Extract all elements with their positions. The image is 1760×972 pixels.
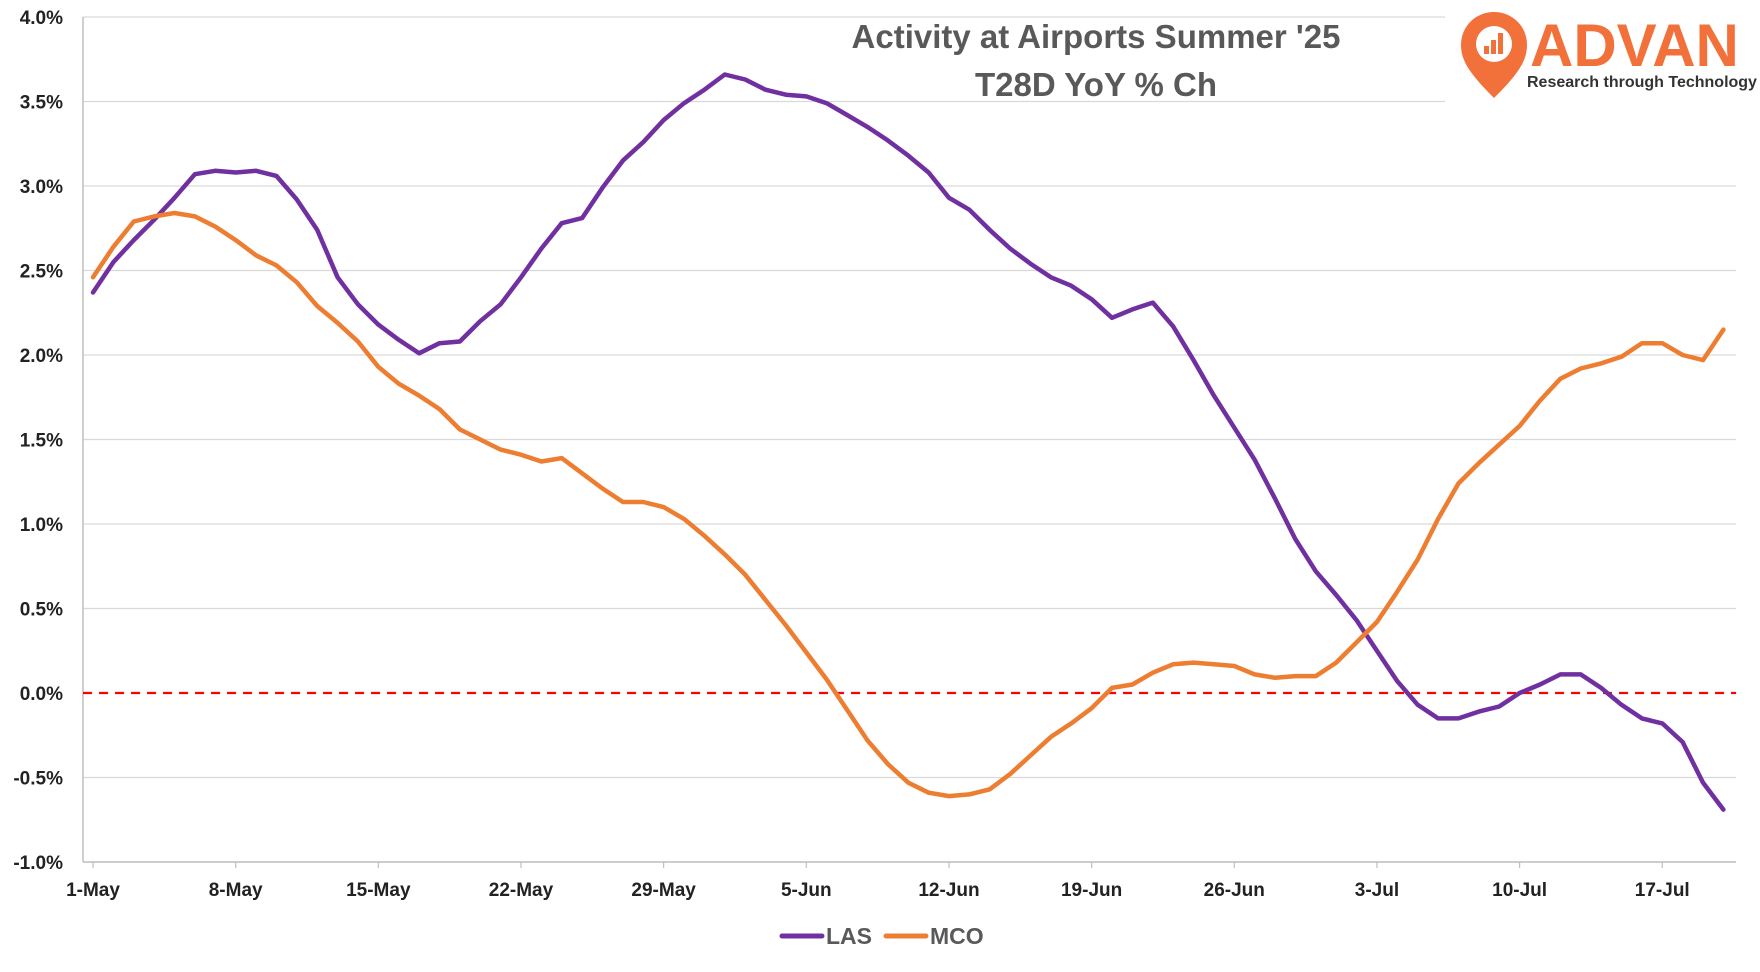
y-tick-label: 0.0% — [20, 684, 63, 705]
advan-logo: ADVAN Research through Technology — [1461, 12, 1757, 98]
series-line-mco — [90, 210, 1726, 799]
x-tick-label: 26-Jun — [1204, 880, 1265, 901]
y-axis-tick-labels: 4.0% 3.5% 3.0% 2.5% 2.0% 1.5% 1.0% 0.5% 0.0% -0.5… — [13, 8, 63, 874]
y-tick-label: 2.5% — [20, 262, 63, 283]
y-tick-label: 3.5% — [20, 93, 63, 114]
legend-label: MCO — [930, 923, 984, 949]
y-tick-label: 0.5% — [20, 600, 63, 621]
x-tick-label: 5-Jun — [781, 880, 832, 901]
x-tick-label: 15-May — [346, 880, 411, 901]
y-tick-label: -0.5% — [13, 769, 63, 790]
x-tick-label: 8-May — [209, 880, 263, 901]
x-tick-label: 12-Jun — [918, 880, 979, 901]
y-tick-label: -1.0% — [13, 853, 63, 874]
legend-label: LAS — [826, 923, 872, 949]
series-lines — [90, 72, 1726, 812]
x-axis-tick-labels: 1-May 8-May 15-May 22-May 29-May 5-Jun 12-Jun 1… — [66, 862, 1690, 901]
series-line-las — [90, 72, 1726, 812]
chart-subtitle: T28D YoY % Ch — [975, 66, 1217, 103]
legend: LAS MCO — [779, 923, 984, 949]
x-tick-label: 17-Jul — [1635, 880, 1690, 901]
y-tick-label: 1.0% — [20, 515, 63, 536]
x-tick-label: 22-May — [489, 880, 554, 901]
chart-title: Activity at Airports Summer '25 — [852, 18, 1341, 55]
logo-wordmark: ADVAN — [1530, 12, 1739, 79]
x-tick-label: 10-Jul — [1492, 880, 1547, 901]
x-tick-label: 1-May — [66, 880, 120, 901]
x-tick-label: 29-May — [631, 880, 696, 901]
grid-lines — [83, 16, 1736, 863]
axes — [82, 17, 1736, 863]
logo-tagline: Research through Technology — [1527, 74, 1757, 91]
x-tick-label: 3-Jul — [1355, 880, 1399, 901]
y-tick-label: 1.5% — [20, 431, 63, 452]
legend-item-las: LAS — [779, 923, 872, 949]
legend-item-mco: MCO — [883, 923, 984, 949]
y-tick-label: 4.0% — [20, 8, 63, 29]
x-tick-label: 19-Jun — [1061, 880, 1122, 901]
y-tick-label: 2.0% — [20, 346, 63, 367]
y-tick-label: 3.0% — [20, 177, 63, 198]
map-pin-icon — [1461, 12, 1527, 98]
